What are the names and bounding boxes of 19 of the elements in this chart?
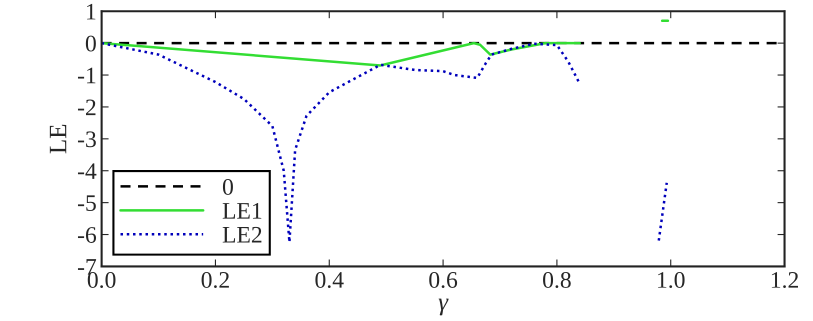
y-tick-label: -5 [78,195,96,212]
y-tick-label: -2 [78,99,96,116]
x-axis-title: γ [438,298,449,316]
x-tick-label: 0.4 [315,272,344,288]
y-tick-label: -6 [78,227,96,243]
legend-label: 0 [222,178,233,195]
x-tick-label: 0.6 [429,272,458,288]
y-axis-title: LE [50,124,66,154]
legend-label: LE2 [222,226,262,243]
y-tick-label: 1 [87,4,96,20]
x-tick-label: 0.2 [202,272,229,288]
legend-label: LE1 [222,203,262,219]
x-tick-label: 1.2 [772,272,798,288]
y-tick-label: -3 [78,131,96,148]
y-tick-label: 0 [86,36,96,52]
x-tick-label: 1.0 [658,272,685,288]
y-tick-label: -4 [78,163,96,179]
x-tick-label: 0.8 [543,272,571,288]
y-tick-label: -1 [78,68,96,84]
